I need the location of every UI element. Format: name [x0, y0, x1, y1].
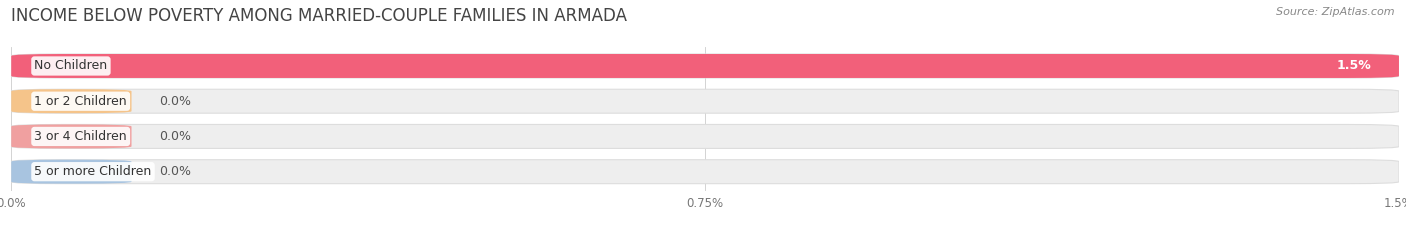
Text: 3 or 4 Children: 3 or 4 Children	[34, 130, 127, 143]
Text: Source: ZipAtlas.com: Source: ZipAtlas.com	[1277, 7, 1395, 17]
Text: No Children: No Children	[34, 59, 107, 72]
Text: 1 or 2 Children: 1 or 2 Children	[34, 95, 127, 108]
Text: 1.5%: 1.5%	[1337, 59, 1371, 72]
FancyBboxPatch shape	[11, 160, 1399, 184]
Text: INCOME BELOW POVERTY AMONG MARRIED-COUPLE FAMILIES IN ARMADA: INCOME BELOW POVERTY AMONG MARRIED-COUPL…	[11, 7, 627, 25]
Text: 0.0%: 0.0%	[159, 165, 191, 178]
Text: 0.0%: 0.0%	[159, 130, 191, 143]
FancyBboxPatch shape	[11, 124, 132, 148]
FancyBboxPatch shape	[11, 54, 1399, 78]
FancyBboxPatch shape	[11, 89, 132, 113]
FancyBboxPatch shape	[11, 124, 1399, 148]
Text: 5 or more Children: 5 or more Children	[34, 165, 152, 178]
Text: 0.0%: 0.0%	[159, 95, 191, 108]
FancyBboxPatch shape	[11, 89, 1399, 113]
FancyBboxPatch shape	[11, 160, 132, 184]
FancyBboxPatch shape	[11, 54, 1399, 78]
